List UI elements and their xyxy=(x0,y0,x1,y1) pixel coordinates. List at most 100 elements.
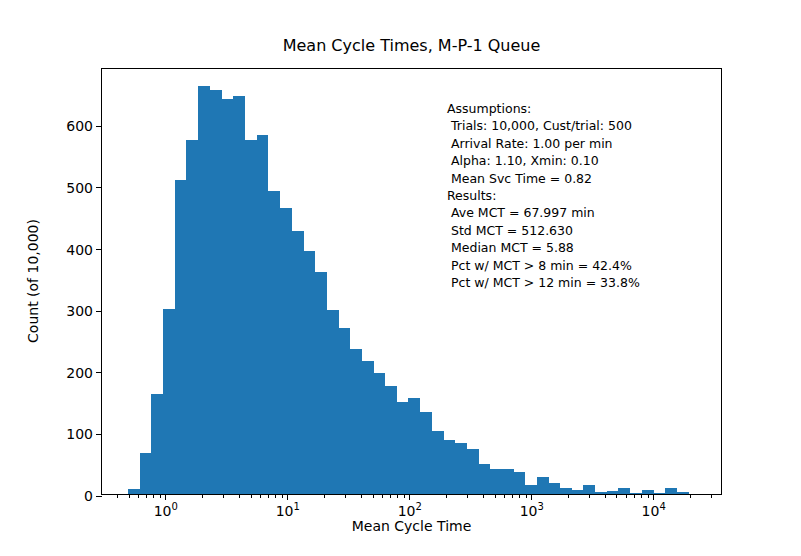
y-axis-label: Count (of 10,000) xyxy=(25,219,41,343)
x-minor-tick xyxy=(690,494,691,498)
x-minor-tick xyxy=(373,494,374,498)
annotation-line: Arrival Rate: 1.00 per min xyxy=(447,135,640,152)
histogram-bar xyxy=(303,251,315,494)
histogram-bar xyxy=(292,231,304,494)
histogram-bar xyxy=(175,180,187,494)
x-minor-tick xyxy=(345,494,346,498)
x-minor-tick xyxy=(260,494,261,498)
annotation-line: Trials: 10,000, Cust/trial: 500 xyxy=(447,117,640,134)
histogram-bar xyxy=(653,493,665,494)
x-minor-tick xyxy=(641,494,642,498)
histogram-bar xyxy=(548,483,560,494)
y-tick xyxy=(96,311,102,312)
histogram-bar xyxy=(513,472,525,494)
x-minor-tick xyxy=(268,494,269,498)
x-minor-tick xyxy=(129,494,130,498)
x-minor-tick xyxy=(483,494,484,498)
histogram-bar xyxy=(280,208,292,494)
histogram-bar xyxy=(140,453,152,494)
x-tick-label: 101 xyxy=(276,501,300,519)
histogram-bar xyxy=(315,272,327,494)
x-minor-tick xyxy=(223,494,224,498)
x-minor-tick xyxy=(153,494,154,498)
x-minor-tick xyxy=(626,494,627,498)
histogram-bar xyxy=(618,488,630,494)
histogram-bar xyxy=(677,492,689,494)
histogram-bar xyxy=(338,328,350,494)
annotation-line: Pct w/ MCT > 12 min = 33.8% xyxy=(447,274,640,291)
annotation-text: Assumptions: Trials: 10,000, Cust/trial:… xyxy=(447,100,640,291)
x-major-tick xyxy=(653,494,654,500)
x-minor-tick xyxy=(605,494,606,498)
x-minor-tick xyxy=(616,494,617,498)
x-minor-tick xyxy=(202,494,203,498)
histogram-bar xyxy=(455,443,467,494)
y-tick-label: 0 xyxy=(84,488,93,504)
histogram-bar xyxy=(163,309,175,494)
y-tick-label: 600 xyxy=(66,118,93,134)
x-minor-tick xyxy=(275,494,276,498)
x-minor-tick xyxy=(160,494,161,498)
y-tick xyxy=(96,372,102,373)
x-major-tick xyxy=(287,494,288,500)
histogram-bar xyxy=(490,469,502,494)
histogram-bar xyxy=(560,488,572,494)
histogram-bar xyxy=(572,490,584,494)
x-major-tick xyxy=(165,494,166,500)
x-major-tick xyxy=(409,494,410,500)
x-tick-label: 103 xyxy=(520,501,544,519)
annotation-line: Results: xyxy=(447,187,640,204)
histogram-bar xyxy=(210,90,222,494)
x-minor-tick xyxy=(282,494,283,498)
x-minor-tick xyxy=(526,494,527,498)
histogram-bar xyxy=(373,373,385,494)
histogram-bar xyxy=(665,488,677,494)
x-minor-tick xyxy=(361,494,362,498)
x-minor-tick xyxy=(117,494,118,498)
histogram-bar xyxy=(268,191,280,494)
histogram-bar xyxy=(583,485,595,494)
histogram-bar xyxy=(443,440,455,494)
histogram-bar xyxy=(420,412,432,494)
x-tick-label: 104 xyxy=(642,501,666,519)
histogram-bar xyxy=(245,140,257,494)
x-axis-label: Mean Cycle Time xyxy=(101,518,722,534)
y-tick xyxy=(96,249,102,250)
annotation-line: Std MCT = 512.630 xyxy=(447,222,640,239)
x-minor-tick xyxy=(648,494,649,498)
annotation-line: Median MCT = 5.88 xyxy=(447,239,640,256)
x-minor-tick xyxy=(519,494,520,498)
y-tick-label: 200 xyxy=(66,365,93,381)
histogram-bar xyxy=(537,477,549,494)
histogram-bar xyxy=(186,140,198,494)
x-minor-tick xyxy=(251,494,252,498)
x-minor-tick xyxy=(404,494,405,498)
x-tick-label: 100 xyxy=(154,501,178,519)
histogram-bar xyxy=(525,485,537,494)
histogram-bar xyxy=(233,96,245,494)
y-tick-label: 100 xyxy=(66,426,93,442)
histogram-bar xyxy=(257,135,269,494)
x-minor-tick xyxy=(324,494,325,498)
x-minor-tick xyxy=(239,494,240,498)
histogram-bar xyxy=(408,398,420,494)
annotation-line: Alpha: 1.10, Xmin: 0.10 xyxy=(447,152,640,169)
y-tick-label: 300 xyxy=(66,303,93,319)
annotation-line: Pct w/ MCT > 8 min = 42.4% xyxy=(447,257,640,274)
histogram-bar xyxy=(151,394,163,494)
y-tick xyxy=(96,434,102,435)
histogram-bar xyxy=(362,361,374,494)
histogram-bar xyxy=(350,349,362,494)
figure: Mean Cycle Times, M-P-1 Queue 1001011021… xyxy=(0,0,801,556)
x-minor-tick xyxy=(512,494,513,498)
histogram-bar xyxy=(221,99,233,494)
histogram-bar xyxy=(502,469,514,494)
y-tick-label: 500 xyxy=(66,180,93,196)
annotation-line: Ave MCT = 67.997 min xyxy=(447,204,640,221)
y-tick xyxy=(96,126,102,127)
x-tick-label: 102 xyxy=(398,501,422,519)
x-minor-tick xyxy=(390,494,391,498)
histogram-bar xyxy=(198,86,210,495)
histogram-bar xyxy=(327,310,339,494)
x-minor-tick xyxy=(504,494,505,498)
